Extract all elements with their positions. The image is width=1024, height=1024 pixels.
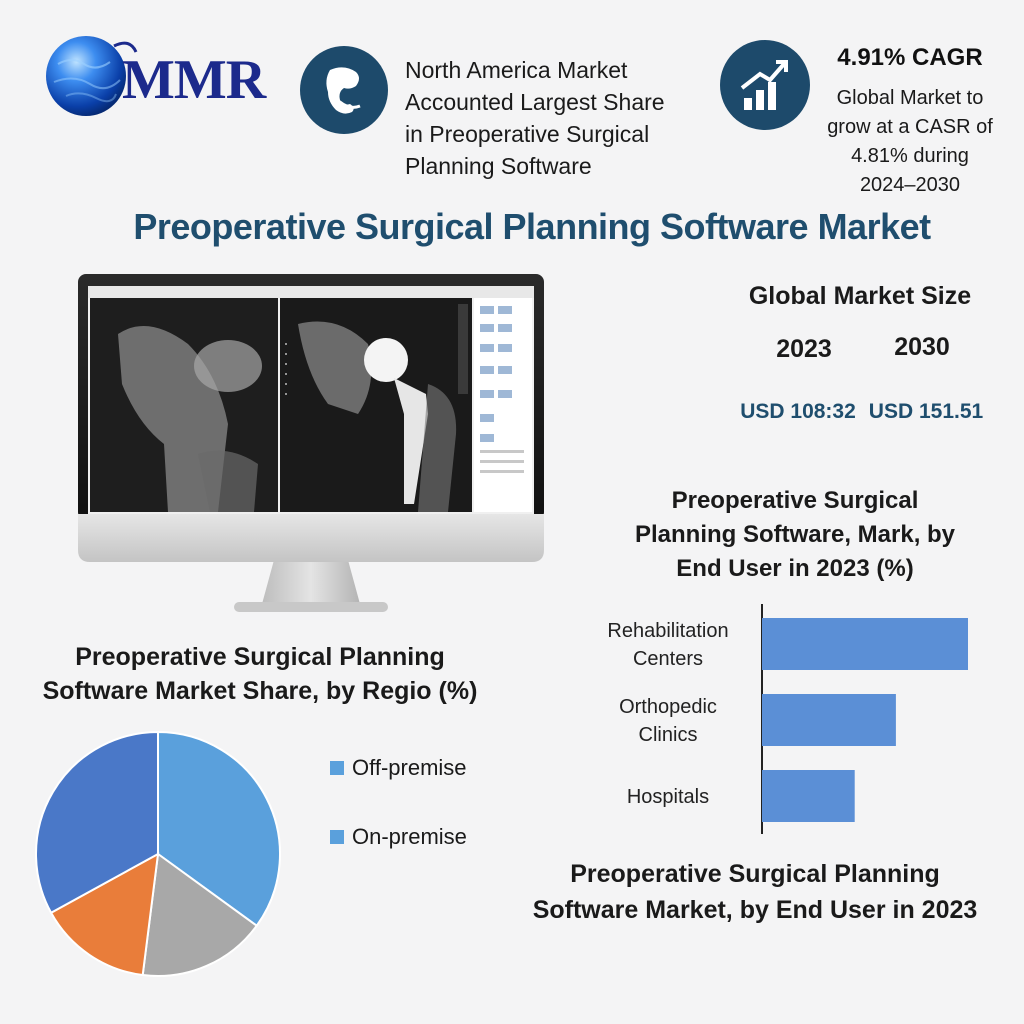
cagr-line: Global Market to bbox=[836, 87, 984, 109]
market-value: USD 151.51 bbox=[868, 400, 984, 423]
cagr-line: 4.81% during bbox=[851, 145, 969, 167]
cagr-description: Global Market to grow at a CASR of 4.81%… bbox=[812, 84, 1008, 200]
bar-category-label: Orthopedic bbox=[619, 696, 717, 718]
market-size-title: Global Market Size bbox=[748, 282, 972, 310]
bar-category-label: Hospitals bbox=[627, 786, 709, 808]
pie-slice bbox=[157, 730, 281, 928]
bar-footer-line: Software Market, by End User in 2023 bbox=[532, 896, 978, 924]
bar-chart-title: Preoperative Surgical Planning Software,… bbox=[610, 484, 980, 586]
bar-category-label: Centers bbox=[633, 648, 703, 670]
end-user-bar-chart: Rehabilitation Centers Orthopedic Clinics Ho… bbox=[607, 604, 968, 834]
bar-hospitals bbox=[762, 770, 855, 822]
cagr-title: 4.91% CAGR bbox=[837, 44, 983, 71]
region-pie-chart bbox=[35, 730, 281, 977]
pie-chart-title: Preoperative Surgical Planning Software … bbox=[20, 640, 500, 708]
legend-item: On-premise bbox=[330, 824, 467, 850]
north-america-map-icon bbox=[300, 46, 388, 134]
pie-slice bbox=[35, 730, 159, 915]
bar-title-line: End User in 2023 (%) bbox=[676, 555, 914, 582]
cagr-line: grow at a CASR of bbox=[827, 116, 993, 138]
bar-title-line: Planning Software, Mark, by bbox=[634, 521, 956, 548]
cagr-line: 2024–2030 bbox=[859, 174, 961, 196]
north-america-share-text: North America Market Accounted Largest S… bbox=[405, 54, 705, 182]
pie-slice bbox=[49, 852, 160, 977]
na-line: North America Market bbox=[405, 57, 628, 83]
pie-title-line: Preoperative Surgical Planning bbox=[75, 643, 445, 671]
growth-chart-icon bbox=[720, 40, 810, 130]
na-line: in Preoperative Surgical bbox=[405, 121, 650, 147]
pie-slice bbox=[141, 852, 259, 977]
bar-category-label: Rehabilitation bbox=[607, 620, 728, 642]
legend-item: Off-premise bbox=[330, 755, 467, 781]
pie-title-line: Software Market Share, by Regio (%) bbox=[42, 677, 478, 705]
legend-label: Off-premise bbox=[352, 755, 467, 780]
bar-orthopedic-clinics bbox=[762, 694, 896, 746]
logo-text: MMR bbox=[122, 49, 266, 111]
bar-category-label: Clinics bbox=[639, 724, 698, 746]
bar-rehabilitation-centers bbox=[762, 618, 968, 670]
page-title: Preoperative Surgical Planning Software … bbox=[133, 206, 931, 247]
year-label: 2030 bbox=[894, 333, 950, 361]
bar-title-line: Preoperative Surgical bbox=[671, 487, 919, 514]
legend-label: On-premise bbox=[352, 824, 467, 849]
monitor-xray-illustration bbox=[78, 274, 544, 616]
na-line: Planning Software bbox=[405, 153, 592, 179]
mmr-logo bbox=[44, 34, 274, 120]
na-line: Accounted Largest Share bbox=[405, 89, 665, 115]
globe-logo-icon bbox=[46, 36, 138, 116]
bar-chart-footer: Preoperative Surgical Planning Software … bbox=[500, 856, 1010, 928]
bar-footer-line: Preoperative Surgical Planning bbox=[570, 860, 940, 888]
legend-swatch bbox=[330, 761, 344, 775]
market-value: USD 108:32 bbox=[740, 400, 856, 423]
legend-swatch bbox=[330, 830, 344, 844]
year-label: 2023 bbox=[776, 335, 832, 363]
